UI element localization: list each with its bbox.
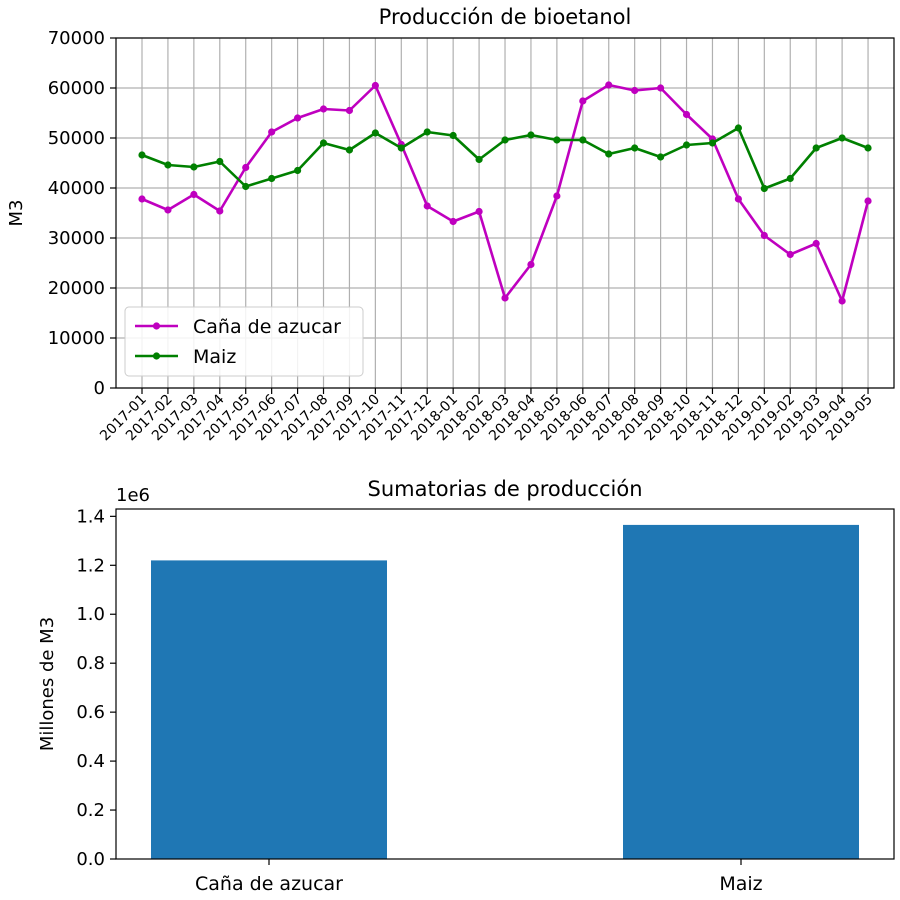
data-point-cana-de-azucar	[786, 250, 794, 259]
data-point-maiz	[864, 144, 872, 152]
bar-maiz	[623, 524, 859, 859]
bar-chart-x-ticks: Caña de azucar Maiz	[195, 859, 763, 895]
bar-chart-ytick-label: 0.0	[76, 849, 105, 870]
legend-marker-cana	[152, 322, 161, 330]
data-point-maiz	[268, 174, 276, 183]
data-point-maiz	[838, 134, 846, 142]
data-point-maiz	[371, 129, 379, 137]
data-point-maiz	[190, 163, 198, 171]
data-point-maiz	[657, 153, 665, 161]
bar-chart: Sumatorias de producción 1e6 Millones de…	[37, 477, 895, 895]
data-point-maiz	[812, 144, 820, 152]
series-cana-de-azucar	[138, 81, 872, 305]
data-point-maiz	[345, 146, 354, 154]
data-point-cana-de-azucar	[605, 81, 613, 89]
bar-chart-ytick-label: 1.4	[76, 506, 105, 527]
data-point-cana-de-azucar	[475, 207, 483, 216]
data-point-cana-de-azucar	[760, 231, 768, 240]
data-point-cana-de-azucar	[631, 86, 639, 95]
legend-box	[124, 306, 364, 377]
line-chart-ytick-label: 0	[94, 378, 105, 399]
data-point-cana-de-azucar	[864, 197, 872, 205]
bar-chart-ytick-label: 0.6	[76, 702, 105, 723]
data-point-cana-de-azucar	[449, 217, 457, 226]
data-point-cana-de-azucar	[812, 239, 820, 248]
bar-chart-xtick-label: Caña de azucar	[195, 873, 343, 895]
line-chart-ytick-label: 50000	[48, 128, 105, 149]
data-point-maiz	[164, 161, 172, 169]
data-point-maiz	[631, 144, 639, 152]
bar-chart-title: Sumatorias de producción	[368, 477, 643, 501]
bar-chart-offset-text: 1e6	[116, 485, 150, 506]
data-point-cana-de-azucar	[138, 195, 146, 203]
line-chart: Producción de bioetanol M3 0 10000 20000 30…	[6, 5, 895, 444]
data-point-maiz	[579, 136, 587, 144]
data-point-cana-de-azucar	[242, 163, 250, 172]
data-point-cana-de-azucar	[838, 297, 846, 305]
data-point-maiz	[760, 184, 768, 193]
data-point-cana-de-azucar	[268, 128, 276, 136]
data-point-cana-de-azucar	[216, 207, 224, 215]
bar-chart-ytick-label: 0.2	[76, 800, 105, 821]
data-point-cana-de-azucar	[501, 294, 509, 302]
bar-chart-ylabel: Millones de M3	[37, 617, 58, 751]
data-point-maiz	[449, 131, 457, 140]
data-point-maiz	[682, 141, 691, 149]
data-point-cana-de-azucar	[423, 202, 431, 210]
data-point-cana-de-azucar	[319, 105, 328, 113]
data-point-cana-de-azucar	[579, 97, 587, 105]
line-chart-ytick-label: 20000	[48, 278, 105, 299]
data-point-maiz	[605, 150, 613, 158]
data-point-maiz	[397, 144, 405, 152]
data-point-maiz	[242, 182, 250, 191]
line-chart-ytick-label: 30000	[48, 228, 105, 249]
data-point-maiz	[553, 136, 561, 144]
bar-chart-ytick-label: 0.8	[76, 653, 105, 674]
data-point-maiz	[708, 139, 717, 147]
line-chart-ytick-label: 70000	[48, 28, 105, 49]
bar-chart-y-ticks: 0.0 0.2 0.4 0.6 0.8 1.0 1.2 1.4	[76, 506, 116, 870]
data-point-maiz	[216, 157, 224, 166]
legend-label-maiz: Maiz	[193, 346, 236, 368]
bar-chart-ytick-label: 0.4	[76, 751, 105, 772]
data-point-maiz	[786, 174, 794, 183]
line-chart-y-ticks: 0 10000 20000 30000 40000 50000 60000 70000	[48, 28, 116, 399]
data-point-cana-de-azucar	[371, 81, 379, 90]
data-point-cana-de-azucar	[553, 192, 561, 200]
legend: Caña de azucar Maiz	[124, 306, 364, 377]
line-chart-ytick-label: 60000	[48, 78, 105, 99]
data-point-cana-de-azucar	[657, 84, 665, 92]
data-point-cana-de-azucar	[190, 190, 198, 199]
data-point-maiz	[527, 131, 535, 139]
bar-cana-de-azucar	[151, 560, 387, 859]
data-point-maiz	[501, 136, 509, 144]
data-point-cana-de-azucar	[527, 260, 535, 269]
data-point-cana-de-azucar	[164, 206, 172, 214]
data-point-maiz	[475, 155, 483, 164]
legend-label-cana: Caña de azucar	[193, 316, 341, 338]
data-point-cana-de-azucar	[345, 106, 354, 115]
bar-chart-frame	[115, 508, 895, 860]
line-chart-ylabel: M3	[6, 200, 27, 227]
data-point-cana-de-azucar	[734, 195, 742, 203]
bar-chart-ytick-label: 1.2	[76, 555, 105, 576]
line-chart-ytick-label: 10000	[48, 328, 105, 349]
line-chart-ytick-label: 40000	[48, 178, 105, 199]
line-chart-title: Producción de bioetanol	[379, 5, 632, 29]
data-point-maiz	[423, 128, 431, 136]
bar-chart-xtick-label: Maiz	[719, 873, 762, 895]
line-chart-series	[138, 81, 872, 305]
bar-chart-bars	[151, 524, 859, 859]
data-point-maiz	[319, 139, 328, 147]
line-chart-frame	[115, 37, 895, 389]
data-point-cana-de-azucar	[293, 114, 302, 122]
legend-marker-maiz	[152, 352, 161, 360]
data-point-cana-de-azucar	[682, 110, 691, 119]
series-maiz	[138, 124, 872, 193]
bar-chart-ytick-label: 1.0	[76, 604, 105, 625]
data-point-maiz	[138, 151, 146, 159]
data-point-maiz	[293, 166, 302, 175]
data-point-maiz	[734, 124, 742, 132]
